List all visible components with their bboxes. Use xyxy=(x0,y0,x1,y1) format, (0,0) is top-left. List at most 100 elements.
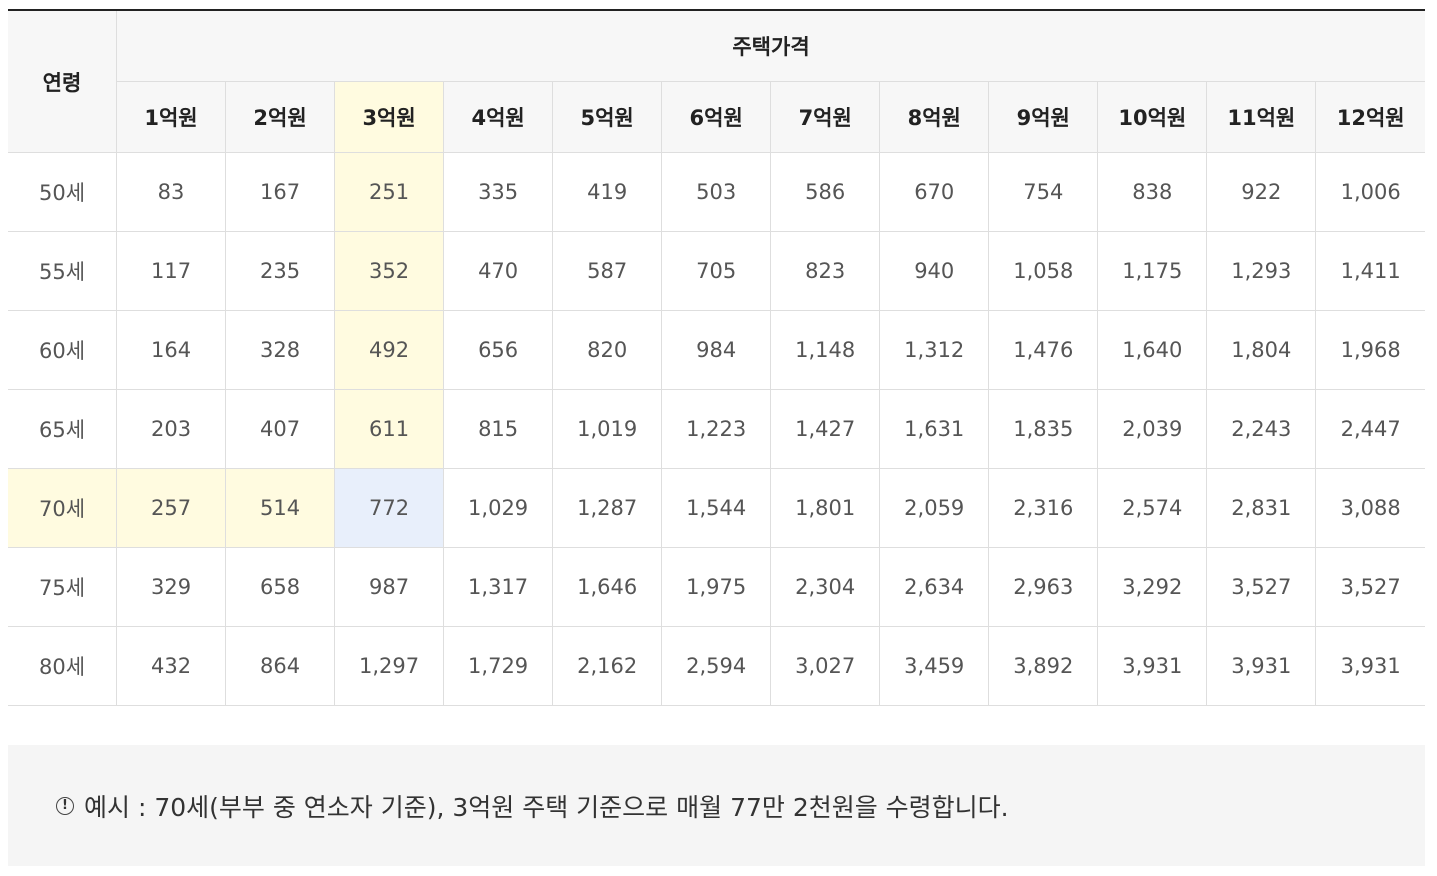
age-cell: 55세 xyxy=(8,231,117,311)
amount-cell: 586 xyxy=(770,152,881,232)
amount-cell: 352 xyxy=(334,231,445,311)
amount-cell: 1,317 xyxy=(443,547,554,627)
amount-cell: 815 xyxy=(443,389,554,469)
amount-cell: 1,287 xyxy=(552,468,663,548)
amount-cell: 1,006 xyxy=(1315,152,1425,232)
amount-cell: 1,804 xyxy=(1206,310,1317,390)
price-column-header: 12억원 xyxy=(1315,81,1425,153)
amount-cell: 503 xyxy=(661,152,772,232)
table-row: 55세 117 235 352 470 587 705 823 940 1,058 1,175 1,2… xyxy=(8,231,1425,311)
amount-cell: 1,631 xyxy=(879,389,990,469)
amount-cell: 328 xyxy=(225,310,336,390)
amount-cell: 1,835 xyxy=(988,389,1099,469)
amount-cell: 2,039 xyxy=(1097,389,1208,469)
example-note: ! 예시 : 70세(부부 중 연소자 기준), 3억원 주택 기준으로 매월 … xyxy=(8,745,1425,866)
amount-cell: 922 xyxy=(1206,152,1317,232)
price-column-header: 1억원 xyxy=(116,81,227,153)
amount-cell: 257 xyxy=(115,468,227,548)
table-row: 70세 257 514 772 1,029 1,287 1,544 1,801 2,059 2,3… xyxy=(8,468,1425,548)
amount-cell: 3,931 xyxy=(1097,626,1208,706)
amount-cell: 1,293 xyxy=(1206,231,1317,311)
table-body: 50세 83 167 251 335 419 503 586 670 754 838 922 1,006… xyxy=(8,152,1425,706)
house-price-header: 주택가격 xyxy=(116,9,1425,82)
info-icon: ! xyxy=(56,796,74,815)
amount-cell: 407 xyxy=(225,389,336,469)
amount-cell: 514 xyxy=(225,468,336,548)
amount-cell: 3,292 xyxy=(1097,547,1208,627)
amount-cell: 940 xyxy=(879,231,990,311)
amount-cell: 1,312 xyxy=(879,310,990,390)
amount-cell: 2,574 xyxy=(1097,468,1208,548)
amount-cell: 1,476 xyxy=(988,310,1099,390)
amount-cell: 2,304 xyxy=(770,547,881,627)
amount-cell: 235 xyxy=(225,231,336,311)
amount-cell: 3,527 xyxy=(1315,547,1425,627)
amount-cell: 658 xyxy=(225,547,336,627)
amount-cell: 251 xyxy=(334,152,445,232)
amount-cell: 1,968 xyxy=(1315,310,1425,390)
amount-cell: 492 xyxy=(334,310,445,390)
amount-cell: 2,594 xyxy=(661,626,772,706)
amount-cell: 3,892 xyxy=(988,626,1099,706)
table-row: 60세 164 328 492 656 820 984 1,148 1,312 1,476 1,64… xyxy=(8,310,1425,390)
amount-cell: 864 xyxy=(225,626,336,706)
price-column-header: 3억원 xyxy=(334,81,445,153)
amount-cell: 2,447 xyxy=(1315,389,1425,469)
amount-cell: 611 xyxy=(334,389,445,469)
amount-cell: 838 xyxy=(1097,152,1208,232)
amount-cell: 419 xyxy=(552,152,663,232)
amount-cell: 1,148 xyxy=(770,310,881,390)
amount-cell: 3,027 xyxy=(770,626,881,706)
amount-cell: 1,058 xyxy=(988,231,1099,311)
age-cell: 60세 xyxy=(8,310,117,390)
price-column-header: 10억원 xyxy=(1097,81,1208,153)
age-cell: 50세 xyxy=(8,152,117,232)
amount-cell: 1,646 xyxy=(552,547,663,627)
amount-cell: 823 xyxy=(770,231,881,311)
price-column-header: 9억원 xyxy=(988,81,1099,153)
price-column-header: 7억원 xyxy=(770,81,881,153)
amount-cell: 3,088 xyxy=(1315,468,1425,548)
amount-cell: 3,931 xyxy=(1315,626,1425,706)
amount-cell: 2,963 xyxy=(988,547,1099,627)
amount-cell: 2,831 xyxy=(1206,468,1317,548)
amount-cell: 117 xyxy=(115,231,227,311)
amount-cell: 83 xyxy=(115,152,227,232)
table-row: 50세 83 167 251 335 419 503 586 670 754 838 922 1,006 xyxy=(8,152,1425,232)
amount-cell: 2,634 xyxy=(879,547,990,627)
amount-cell: 432 xyxy=(115,626,227,706)
price-column-header: 8억원 xyxy=(879,81,990,153)
age-cell: 65세 xyxy=(8,389,117,469)
amount-cell: 1,975 xyxy=(661,547,772,627)
amount-cell: 167 xyxy=(225,152,336,232)
amount-cell: 470 xyxy=(443,231,554,311)
pension-amount-table: 연령 주택가격 1억원 2억원 3억원 4억원 5억원 6억원 7억원 8억원 9억원 10억원 1… xyxy=(8,9,1425,706)
amount-cell: 2,162 xyxy=(552,626,663,706)
amount-cell: 984 xyxy=(661,310,772,390)
amount-cell: 1,427 xyxy=(770,389,881,469)
amount-cell: 1,297 xyxy=(334,626,445,706)
header-row-prices: 1억원 2억원 3억원 4억원 5억원 6억원 7억원 8억원 9억원 10억원 11억원 12억원 xyxy=(8,81,1425,153)
amount-cell: 3,527 xyxy=(1206,547,1317,627)
amount-cell: 772 xyxy=(334,468,445,548)
amount-cell: 164 xyxy=(115,310,227,390)
amount-cell: 1,801 xyxy=(770,468,881,548)
example-note-text: 예시 : 70세(부부 중 연소자 기준), 3억원 주택 기준으로 매월 77… xyxy=(84,792,1009,822)
age-cell: 75세 xyxy=(8,547,117,627)
price-column-header: 4억원 xyxy=(443,81,554,153)
amount-cell: 587 xyxy=(552,231,663,311)
amount-cell: 329 xyxy=(115,547,227,627)
amount-cell: 2,243 xyxy=(1206,389,1317,469)
amount-cell: 820 xyxy=(552,310,663,390)
amount-cell: 1,640 xyxy=(1097,310,1208,390)
table-row: 65세 203 407 611 815 1,019 1,223 1,427 1,631 1,835… xyxy=(8,389,1425,469)
amount-cell: 1,544 xyxy=(661,468,772,548)
amount-cell: 3,931 xyxy=(1206,626,1317,706)
amount-cell: 705 xyxy=(661,231,772,311)
header-row-top: 연령 주택가격 xyxy=(8,9,1425,153)
table-row: 80세 432 864 1,297 1,729 2,162 2,594 3,027 3,459 3… xyxy=(8,626,1425,706)
age-column-header: 연령 xyxy=(8,9,117,153)
amount-cell: 987 xyxy=(334,547,445,627)
amount-cell: 1,175 xyxy=(1097,231,1208,311)
amount-cell: 3,459 xyxy=(879,626,990,706)
